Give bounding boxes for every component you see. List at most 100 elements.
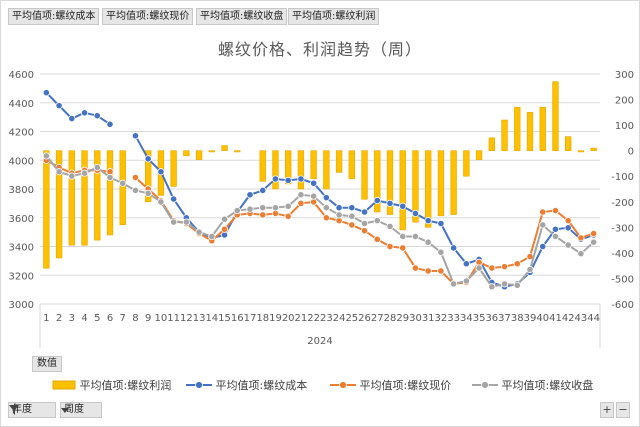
x-tick-label: 27 (371, 313, 384, 324)
current-point (259, 211, 267, 219)
cost-point (80, 109, 89, 117)
cost-point (462, 260, 470, 268)
close-point (144, 189, 152, 197)
profit-bar (195, 150, 203, 160)
x-tick-label: 6 (107, 313, 113, 324)
chart-title: 螺纹价格、利润趋势（周） (217, 40, 422, 59)
legend-swatch-current (330, 381, 356, 389)
dropdown-arrow-icon (61, 408, 69, 413)
close-point (577, 250, 585, 258)
legend-item-cost: 平均值项:螺纹成本 (186, 377, 308, 392)
close-point (259, 204, 267, 212)
x-tick-label: 28 (384, 313, 397, 324)
legend-label-cost: 平均值项:螺纹成本 (215, 379, 308, 392)
close-point (539, 221, 547, 229)
close-point (80, 169, 89, 177)
close-point (590, 238, 598, 246)
close-point (195, 228, 203, 236)
current-point (373, 235, 381, 243)
current-point (577, 234, 585, 242)
x-tick-label: 41 (549, 313, 562, 324)
profit-bar (297, 150, 305, 190)
close-point (437, 248, 445, 256)
cost-point (284, 176, 292, 184)
profit-bar (272, 150, 279, 190)
y-left-tick-label: 3600 (9, 214, 34, 225)
week-field-button[interactable]: 周度 (60, 402, 102, 418)
x-tick-label: 23 (320, 313, 333, 324)
x-tick-label: 32 (435, 313, 448, 324)
cost-point (259, 186, 267, 195)
legend-item-profit: 平均值项:螺纹利润 (52, 377, 171, 392)
profit-bar (170, 150, 177, 187)
x-tick-label: 18 (256, 313, 269, 324)
x-tick-label: 21 (295, 313, 308, 324)
close-point (42, 152, 50, 160)
y-right-tick-label: -200 (611, 198, 634, 209)
profit-bar (335, 150, 343, 173)
field-button-cost[interactable]: 平均值项:螺纹成本 (8, 8, 100, 25)
cost-point (551, 225, 560, 233)
profit-bar (501, 119, 508, 151)
close-point (462, 277, 470, 285)
cost-point (55, 102, 63, 110)
cost-point (564, 224, 572, 232)
y-right-tick-label: 200 (615, 96, 634, 107)
close-point (106, 173, 114, 182)
close-point (335, 211, 343, 219)
collapse-button[interactable]: − (616, 402, 630, 418)
cost-point (373, 196, 381, 205)
close-point (170, 218, 178, 226)
x-tick-label: 26 (358, 313, 371, 324)
close-point (68, 172, 76, 180)
cost-point (335, 204, 343, 212)
profit-bar (425, 150, 432, 228)
close-point (119, 179, 127, 187)
close-point (55, 168, 63, 176)
close-point (310, 192, 318, 200)
close-point (386, 222, 394, 230)
field-button-current[interactable]: 平均值项:螺纹现价 (102, 8, 194, 25)
year-filter-button[interactable]: 年度 (8, 402, 56, 418)
field-button-profit[interactable]: 平均值项:螺纹利润 (288, 8, 380, 25)
x-tick-label: 38 (511, 313, 524, 324)
cost-point (450, 244, 458, 252)
close-point (373, 217, 381, 225)
cost-point (106, 120, 114, 128)
close-point (450, 280, 458, 288)
values-button[interactable]: 数值 (32, 356, 62, 372)
x-tick-label: 20 (282, 313, 295, 324)
x-tick-label: 36 (485, 313, 498, 324)
current-point (131, 173, 140, 182)
y-left-tick-label: 4400 (9, 99, 34, 110)
profit-bar (374, 150, 381, 213)
close-point (157, 198, 165, 206)
y-right-tick-label: 300 (615, 70, 634, 81)
week-field-label: 周度 (64, 404, 84, 415)
cost-point (170, 195, 178, 203)
profit-bar (43, 150, 50, 269)
chart-legend: 平均值项:螺纹利润 平均值项:螺纹成本 平均值项:螺纹现价 平均值项:螺纹收盘 (0, 377, 640, 392)
y-left-tick-label: 3000 (9, 300, 34, 311)
cost-point (360, 208, 369, 216)
x-tick-label: 13 (193, 313, 206, 324)
profit-bar (208, 150, 215, 153)
profit-bar (437, 150, 445, 217)
x-tick-label: 25 (345, 313, 358, 324)
current-point (220, 225, 229, 233)
expand-button[interactable]: + (600, 402, 614, 418)
field-button-close[interactable]: 平均值项:螺纹收盘 (196, 8, 288, 25)
cost-point (144, 155, 152, 163)
x-tick-label: 29 (396, 313, 409, 324)
cost-point (93, 112, 101, 120)
x-tick-label: 16 (231, 313, 244, 324)
legend-label-close: 平均值项:螺纹收盘 (501, 379, 594, 392)
cost-point (348, 204, 356, 212)
close-point (220, 215, 229, 223)
cost-point (271, 175, 280, 183)
close-point (182, 218, 190, 226)
y-left-tick-label: 4600 (9, 70, 34, 81)
profit-bar (526, 112, 534, 151)
legend-swatch-profit (52, 380, 76, 390)
x-tick-label: 40 (536, 313, 549, 324)
